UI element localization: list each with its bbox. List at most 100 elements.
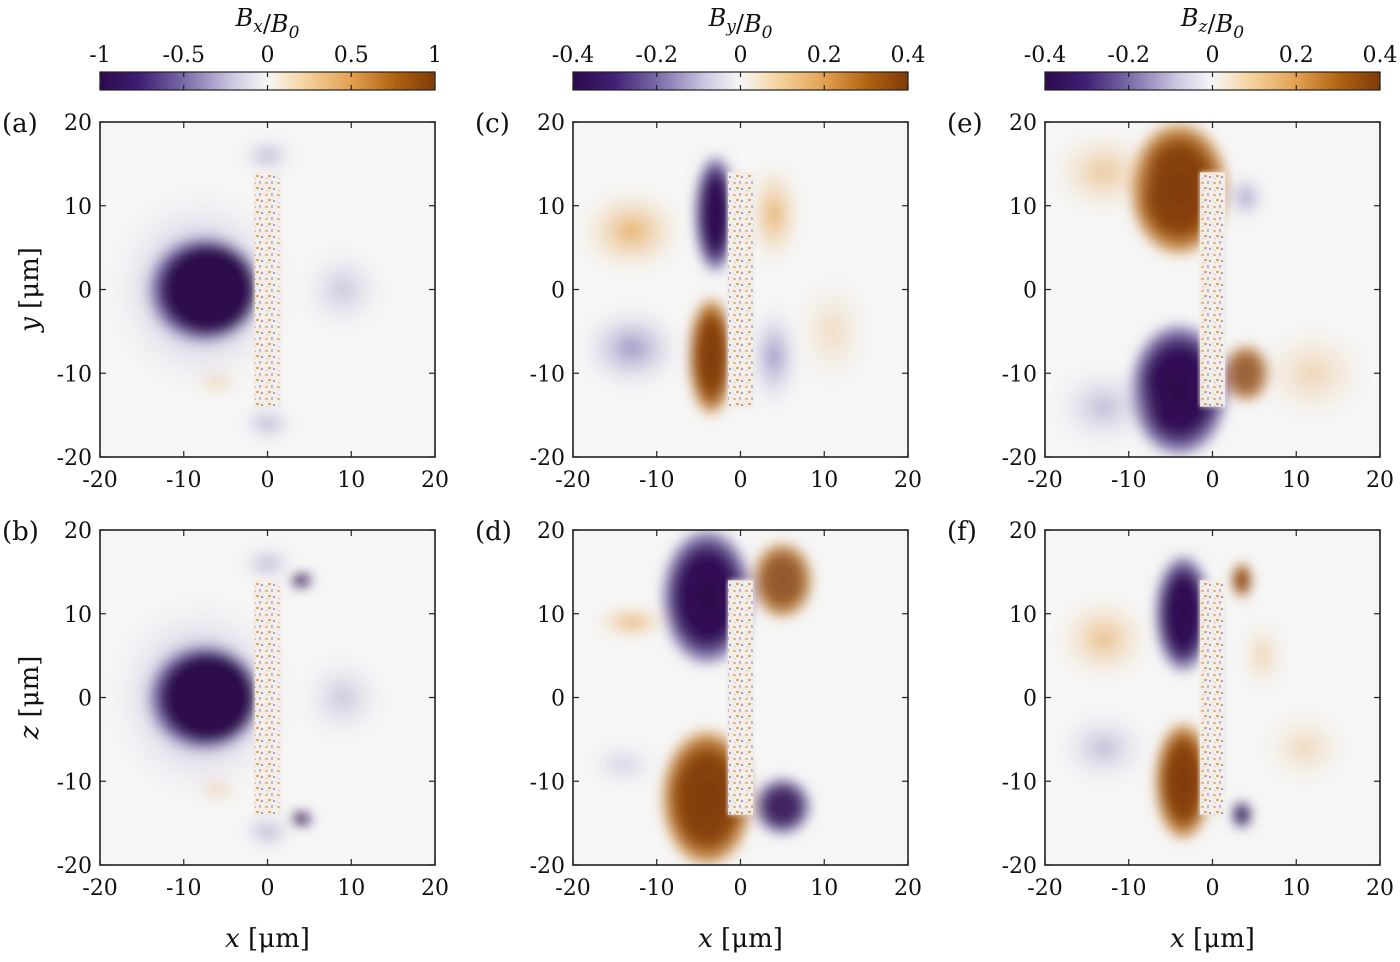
- y-tick-label: 10: [64, 603, 92, 628]
- x-tick-label: 10: [1282, 468, 1310, 493]
- y-tick-label: 20: [537, 519, 565, 544]
- colorbar-tick-label: 0.4: [1363, 43, 1398, 68]
- y-tick-label: 20: [1009, 111, 1037, 136]
- heatmap-image: [573, 530, 908, 865]
- y-tick-label: 0: [1023, 279, 1037, 304]
- heatmap-image: [100, 122, 435, 457]
- y-tick-label: 20: [1009, 519, 1037, 544]
- x-tick-label: 0: [734, 876, 748, 901]
- colorbar-tick-label: -0.4: [552, 43, 594, 68]
- x-tick-label: -10: [1111, 468, 1146, 493]
- x-tick-label: 20: [894, 876, 922, 901]
- colorbar-tick-label: 0: [261, 43, 275, 68]
- y-tick-label: 0: [551, 687, 565, 712]
- y-tick-label: -10: [530, 362, 565, 387]
- x-tick-label: -20: [82, 876, 117, 901]
- panel-label: (a): [2, 109, 38, 139]
- y-tick-label: -10: [57, 362, 92, 387]
- colorbar-tick-label: -1: [89, 43, 110, 68]
- colorbar-tick-label: 0: [734, 43, 748, 68]
- x-tick-label: 0: [261, 468, 275, 493]
- y-tick-label: -20: [1002, 854, 1037, 879]
- panel-c: (c) -20 -10 0 10 20 20 10 0 -10 -20: [475, 109, 922, 493]
- y-tick-label: -20: [57, 446, 92, 471]
- x-tick-label: -10: [1111, 876, 1146, 901]
- panel-label: (b): [2, 517, 39, 547]
- panel-label: (f): [947, 517, 977, 547]
- y-tick-label: -10: [1002, 362, 1037, 387]
- x-tick-label: -20: [82, 468, 117, 493]
- colorbar-2: By/B0 -0.4 -0.2 0 0.2 0.4: [552, 4, 926, 91]
- panel-label: (c): [475, 109, 510, 139]
- x-tick-label: 0: [1206, 876, 1220, 901]
- colorbar-tick-label: 0.5: [334, 43, 369, 68]
- x-tick-label: 10: [1282, 876, 1310, 901]
- colorbar-tick-label: 1: [428, 43, 442, 68]
- heatmap-image: [573, 122, 908, 457]
- y-tick-label: 0: [78, 687, 92, 712]
- y-tick-label: 20: [537, 111, 565, 136]
- x-tick-label: -10: [639, 468, 674, 493]
- colorbars: Bx/B0-1 -0.5 0 0.5 1By/B0-0.4 -0.2 0 0.2 0.4Bz/B…: [89, 4, 1398, 91]
- x-tick-label: 20: [894, 468, 922, 493]
- y-tick-label: 0: [78, 279, 92, 304]
- panel-a: (a) -20 -10 0 10 20 20 10 0 -10 -20 y [μm]: [2, 109, 449, 493]
- colorbar-tick-label: 0.2: [1279, 43, 1314, 68]
- y-tick-label: 10: [1009, 603, 1037, 628]
- heatmap-image: [1045, 122, 1380, 457]
- x-tick-label: 10: [337, 468, 365, 493]
- colorbar-tick-label: -0.2: [1108, 43, 1150, 68]
- x-tick-label: 20: [1366, 468, 1394, 493]
- x-axis-label: x [μm]: [1170, 924, 1255, 954]
- y-tick-label: -20: [530, 446, 565, 471]
- heatmap-image: [100, 530, 435, 865]
- colorbar-title: Bx/B0: [235, 4, 300, 43]
- heatmap-image: [1045, 530, 1380, 865]
- colorbar-tick-label: -0.5: [163, 43, 205, 68]
- colorbar-3: Bz/B0 -0.4 -0.2 0 0.2 0.4: [1024, 4, 1398, 91]
- y-tick-label: 10: [537, 603, 565, 628]
- y-tick-label: 10: [537, 195, 565, 220]
- x-tick-label: 0: [734, 468, 748, 493]
- x-tick-label: -20: [555, 876, 590, 901]
- colorbar-tick-label: 0.4: [891, 43, 926, 68]
- x-tick-label: 20: [421, 876, 449, 901]
- colorbar-title: By/B0: [708, 4, 773, 43]
- y-tick-label: 10: [1009, 195, 1037, 220]
- x-tick-label: 20: [421, 468, 449, 493]
- colorbar-title: Bz/B0: [1180, 4, 1244, 43]
- y-tick-label: -20: [530, 854, 565, 879]
- panels: (a) -20 -10 0 10 20 20 10 0 -10 -20 y [μm] (b) -20 -10…: [2, 109, 1394, 954]
- x-tick-label: 0: [1206, 468, 1220, 493]
- x-tick-label: 10: [337, 876, 365, 901]
- x-axis-label: x [μm]: [698, 924, 783, 954]
- panel-d: (d) -20 -10 0 10 20 20 10 0 -10 -20 x [μm]: [475, 517, 922, 954]
- x-axis-label: x [μm]: [225, 924, 310, 954]
- panel-label: (d): [475, 517, 512, 547]
- y-axis-label: z [μm]: [15, 656, 45, 741]
- y-tick-label: 0: [551, 279, 565, 304]
- x-tick-label: -10: [639, 876, 674, 901]
- x-tick-label: 0: [261, 876, 275, 901]
- x-tick-label: -20: [1027, 876, 1062, 901]
- colorbar-tick-label: -0.4: [1024, 43, 1066, 68]
- x-tick-label: 20: [1366, 876, 1394, 901]
- x-tick-label: -20: [555, 468, 590, 493]
- x-tick-label: -20: [1027, 468, 1062, 493]
- y-tick-label: 10: [64, 195, 92, 220]
- y-tick-label: 0: [1023, 687, 1037, 712]
- colorbar-tick-label: 0.2: [807, 43, 842, 68]
- colorbar-1: Bx/B0 -1 -0.5 0 0.5 1: [89, 4, 442, 91]
- y-tick-label: -10: [1002, 770, 1037, 795]
- colorbar-tick-label: 0: [1206, 43, 1220, 68]
- y-tick-label: -20: [57, 854, 92, 879]
- y-tick-label: -20: [1002, 446, 1037, 471]
- x-tick-label: -10: [166, 468, 201, 493]
- y-tick-label: -10: [530, 770, 565, 795]
- y-tick-label: 20: [64, 519, 92, 544]
- y-tick-label: 20: [64, 111, 92, 136]
- x-tick-label: 10: [810, 468, 838, 493]
- x-tick-label: -10: [166, 876, 201, 901]
- panel-e: (e) -20 -10 0 10 20 20 10 0 -10 -20: [947, 109, 1394, 493]
